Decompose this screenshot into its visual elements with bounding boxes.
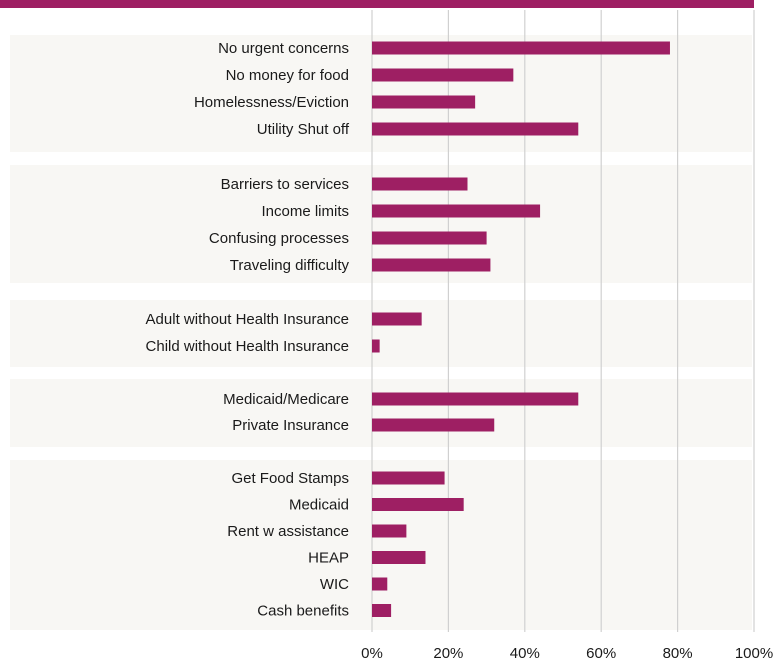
x-tick-label: 0%: [361, 645, 383, 661]
category-label: Traveling difficulty: [230, 257, 350, 274]
bar: [372, 498, 464, 511]
category-label: No urgent concerns: [218, 40, 349, 57]
bar: [372, 41, 670, 55]
category-label: Get Food Stamps: [231, 470, 349, 487]
category-label: WIC: [320, 576, 349, 593]
x-tick-label: 60%: [586, 645, 616, 661]
category-label: Adult without Health Insurance: [146, 311, 349, 328]
category-label: HEAP: [308, 550, 349, 567]
category-label: No money for food: [226, 67, 349, 84]
category-label: Homelessness/Eviction: [194, 94, 349, 111]
category-label: Medicaid/Medicare: [223, 391, 349, 408]
category-label: Confusing processes: [209, 230, 349, 247]
bar: [372, 204, 541, 218]
x-tick-label: 100%: [735, 645, 773, 661]
category-label: Utility Shut off: [257, 121, 350, 138]
x-tick-label: 80%: [663, 645, 693, 661]
bar: [372, 258, 491, 272]
category-label: Private Insurance: [232, 417, 349, 434]
top-rule: [0, 0, 754, 8]
x-tick-labels: 0% 20% 40% 60% 80% 100%: [361, 645, 773, 661]
category-label: Barriers to services: [221, 176, 349, 193]
category-label: Child without Health Insurance: [146, 338, 349, 355]
bar: [372, 471, 445, 485]
bar: [372, 231, 487, 245]
bar: [372, 551, 426, 564]
category-label: Rent w assistance: [227, 523, 349, 540]
bar: [372, 577, 388, 591]
category-labels: No urgent concerns No money for food Homel…: [146, 40, 350, 620]
category-label: Income limits: [261, 203, 349, 220]
x-tick-label: 40%: [510, 645, 540, 661]
group-band: [10, 460, 752, 630]
category-label: Medicaid: [289, 497, 349, 514]
bar: [372, 418, 495, 432]
bar: [372, 392, 579, 406]
category-label: Cash benefits: [257, 603, 349, 620]
bar: [372, 95, 476, 109]
group-band: [10, 300, 752, 367]
bar: [372, 339, 380, 353]
bar: [372, 68, 514, 82]
x-tick-label: 20%: [433, 645, 463, 661]
bar: [372, 312, 422, 326]
bars: [372, 41, 670, 617]
bar: [372, 177, 468, 191]
group-bands: [10, 35, 752, 630]
bar: [372, 524, 407, 538]
bar: [372, 122, 579, 136]
group-band: [10, 379, 752, 447]
bar: [372, 604, 392, 617]
